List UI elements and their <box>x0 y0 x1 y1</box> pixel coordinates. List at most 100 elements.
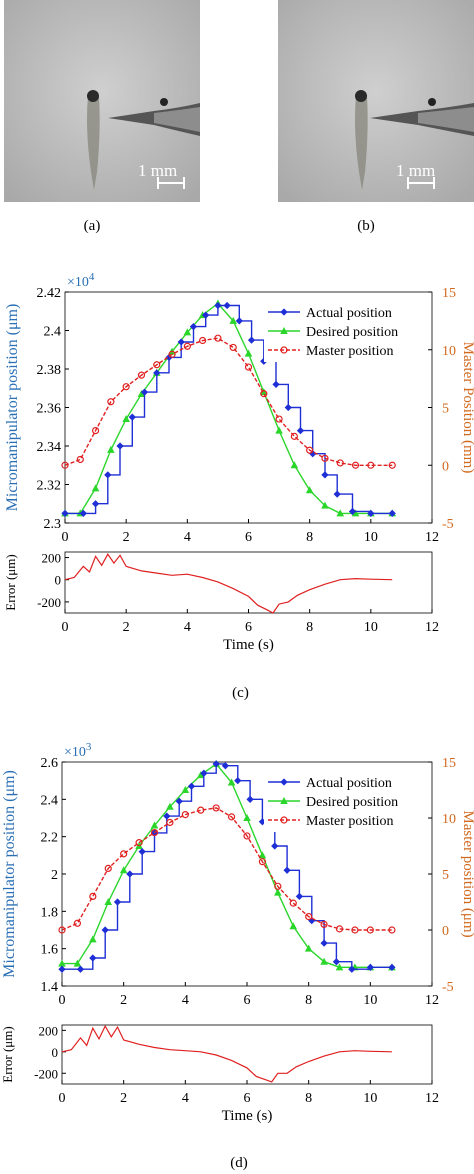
data-point-master <box>214 334 222 342</box>
x-tick-label: 4 <box>184 530 191 545</box>
y-exponent-label: ×103 <box>64 741 92 760</box>
data-point-master <box>107 398 115 406</box>
error-y-tick-label: 200 <box>39 1023 59 1038</box>
data-point-desired <box>227 778 236 786</box>
data-point-master <box>197 806 205 814</box>
data-point-actual <box>128 413 136 421</box>
x-tick-label: 0 <box>62 530 69 545</box>
data-point-desired <box>305 486 314 494</box>
data-point-actual <box>366 963 374 971</box>
legend-entry: Master position <box>306 814 394 829</box>
legend-marker <box>280 816 288 824</box>
data-point-actual <box>223 301 231 310</box>
error-x-tick-label: 6 <box>244 1091 251 1106</box>
y-tick-label: 2.3 <box>44 517 62 532</box>
data-point-actual <box>187 782 196 790</box>
data-point-master <box>122 383 130 391</box>
data-point-master <box>120 850 128 858</box>
data-point-master <box>260 390 268 398</box>
error-x-tick-label: 0 <box>62 620 69 635</box>
data-point-actual <box>140 388 149 396</box>
error-y-axis-label: Error (μm) <box>3 554 18 610</box>
y-right-tick-label: 5 <box>442 868 449 883</box>
data-point-master <box>150 828 159 837</box>
series-actual <box>58 760 396 973</box>
y-tick-label: 2.2 <box>41 831 59 846</box>
data-point-actual <box>113 898 122 906</box>
data-point-desired <box>58 959 66 967</box>
photo-b: 1 mm <box>278 0 474 202</box>
panel-label: (d) <box>230 1155 248 1171</box>
data-point-actual <box>126 870 134 878</box>
data-point-desired <box>196 771 205 779</box>
data-point-actual <box>202 311 210 319</box>
data-point-master <box>227 813 236 821</box>
legend-marker <box>280 797 288 804</box>
data-point-actual <box>200 769 208 777</box>
data-point-master <box>135 839 143 847</box>
data-point-desired <box>91 484 100 492</box>
data-point-actual <box>272 380 280 389</box>
data-point-master <box>305 912 313 921</box>
data-point-actual <box>89 954 97 962</box>
data-point-master <box>243 832 251 840</box>
x-tick-label: 12 <box>425 993 439 1008</box>
data-point-actual <box>91 500 100 508</box>
data-point-master <box>335 925 344 933</box>
data-point-actual <box>321 471 329 479</box>
data-point-desired <box>275 426 283 434</box>
data-point-master <box>76 455 84 464</box>
data-point-actual <box>367 509 375 517</box>
y-tick-label: 2.34 <box>37 440 62 455</box>
data-point-actual <box>76 965 85 973</box>
y-right-tick-label: 10 <box>442 812 456 827</box>
data-point-actual <box>283 866 291 874</box>
data-point-master <box>89 892 97 901</box>
data-point-master <box>61 461 69 469</box>
data-point-actual <box>295 892 304 901</box>
y-tick-label: 2.42 <box>37 286 62 301</box>
data-point-master <box>58 926 66 934</box>
error-x-tick-label: 0 <box>59 1091 66 1106</box>
data-point-master <box>244 363 253 371</box>
error-x-tick-label: 6 <box>245 620 252 635</box>
legend-marker <box>280 327 288 334</box>
data-point-actual <box>235 317 243 325</box>
data-point-actual <box>153 369 161 377</box>
data-point-desired <box>258 851 267 859</box>
data-point-desired <box>181 786 190 793</box>
data-point-desired <box>351 509 360 517</box>
x-tick-label: 2 <box>120 993 127 1008</box>
error-series-line <box>61 1024 392 1083</box>
data-point-master <box>336 459 344 467</box>
chart-panel-d: 1.4 1.6 1.8 2 2.2 2.4 2.6 -5 0 5 10 15 0 2 4 6 8 10 12 ×103… <box>0 741 474 1171</box>
data-point-master <box>137 371 146 379</box>
y-right-tick-label: 15 <box>442 756 456 771</box>
error-y-axis-label: Error (μm) <box>0 1026 15 1082</box>
x-tick-label: 10 <box>363 993 377 1008</box>
data-point-desired <box>274 888 282 896</box>
x-tick-label: 8 <box>305 993 312 1008</box>
data-point-actual <box>320 939 328 947</box>
data-point-actual <box>348 507 357 516</box>
data-point-actual <box>271 842 279 850</box>
sublabel-a: (a) <box>83 218 101 234</box>
data-point-actual <box>221 762 230 770</box>
error-x-tick-label: 2 <box>120 1091 127 1106</box>
series-desired-line <box>65 302 393 515</box>
data-point-actual <box>214 301 222 310</box>
y-tick-label: 2.36 <box>37 402 62 417</box>
data-point-master <box>367 461 375 469</box>
data-point-desired <box>229 316 238 324</box>
y-tick-label: 2 <box>51 868 58 883</box>
legend-marker <box>280 778 288 786</box>
error-x-tick-label: 4 <box>182 1091 189 1106</box>
data-point-actual <box>138 847 146 856</box>
data-point-master <box>388 461 396 469</box>
data-point-actual <box>163 812 171 820</box>
error-x-tick-label: 12 <box>425 1091 439 1106</box>
legend-entry: Actual position <box>306 306 392 321</box>
legend-marker <box>280 346 288 354</box>
error-series-line <box>64 553 393 614</box>
error-plot-frame <box>61 1024 433 1085</box>
